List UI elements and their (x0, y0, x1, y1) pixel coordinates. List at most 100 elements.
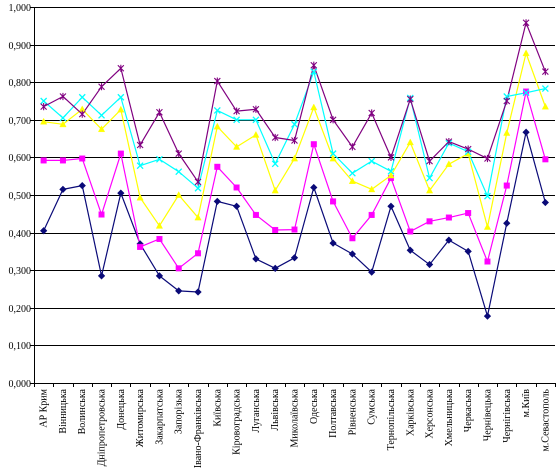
x-tick-label: Рівненська (347, 388, 358, 435)
data-point-marker (348, 250, 357, 258)
x-tick-label: АР Крим (39, 388, 50, 427)
data-point-marker (194, 184, 202, 192)
data-point-marker (329, 116, 337, 124)
y-tick-label: 0,900 (9, 41, 32, 52)
data-point-marker (387, 167, 395, 175)
data-point-marker (195, 250, 202, 257)
y-tick-label: 0,400 (9, 229, 32, 240)
data-point-marker (310, 61, 318, 69)
data-point-marker (78, 110, 86, 118)
x-tick-label: Полтавська (328, 388, 339, 437)
x-tick-label: Чернівецька (482, 388, 493, 441)
y-tick-label: 0,200 (9, 304, 32, 315)
data-point-marker (406, 138, 414, 146)
data-point-marker (59, 92, 67, 101)
data-point-marker (503, 97, 511, 105)
data-point-marker (368, 157, 376, 165)
x-tick-label: Харківська (405, 388, 416, 436)
data-point-marker (194, 178, 202, 186)
x-tick-label: Київська (212, 388, 223, 426)
data-point-marker (271, 133, 279, 142)
data-point-marker (271, 264, 279, 272)
data-point-marker (484, 192, 491, 200)
data-point-marker (175, 191, 183, 198)
data-point-marker (291, 136, 298, 145)
x-tick-label: Закарпатська (154, 388, 165, 444)
data-point-marker (522, 89, 530, 97)
data-point-marker (175, 287, 183, 295)
y-tick-label: 0,300 (9, 266, 32, 277)
data-point-marker (59, 114, 67, 122)
data-point-marker (97, 272, 106, 280)
data-point-marker (387, 153, 395, 161)
data-point-marker (329, 154, 337, 162)
data-point-marker (117, 64, 125, 72)
data-point-marker (425, 260, 434, 269)
data-point-marker (252, 105, 260, 113)
data-point-marker (523, 88, 530, 95)
data-point-marker (522, 49, 530, 57)
data-point-marker (98, 125, 106, 133)
data-point-marker (310, 183, 318, 192)
x-tick-label: Сумська (367, 388, 378, 424)
data-point-marker (40, 227, 48, 235)
y-tick-label: 0,100 (9, 341, 32, 352)
x-tick-label: Житомирська (135, 388, 146, 447)
data-point-marker (407, 228, 414, 235)
x-tick-label: Луганська (251, 388, 262, 432)
x-tick-label: м.Київ (521, 389, 532, 418)
data-point-marker (98, 111, 105, 119)
data-point-marker (465, 210, 472, 217)
x-tick-label: м.Севастополь (540, 389, 551, 452)
data-point-marker (445, 236, 453, 244)
data-point-marker (541, 68, 549, 76)
data-point-marker (522, 128, 530, 136)
data-point-marker (213, 122, 221, 130)
data-point-marker (503, 182, 510, 189)
y-tick-label: 0,000 (9, 379, 32, 390)
data-point-marker (426, 218, 433, 225)
data-point-marker (214, 163, 221, 170)
series-line-4 (43, 71, 546, 197)
data-point-marker (426, 157, 433, 165)
data-point-marker (155, 155, 163, 163)
data-point-marker (252, 116, 260, 124)
data-point-marker (233, 184, 240, 191)
data-point-marker (271, 186, 279, 194)
data-point-marker (175, 150, 183, 158)
data-point-marker (194, 288, 202, 296)
y-tick-label: 0,500 (9, 191, 32, 202)
data-point-marker (503, 129, 511, 136)
data-point-marker (40, 103, 48, 111)
y-tick-label: 0,800 (9, 78, 32, 89)
data-point-marker (464, 145, 472, 153)
data-point-marker (117, 93, 125, 101)
data-point-marker (252, 255, 260, 263)
data-point-marker (40, 157, 47, 164)
data-point-marker (445, 160, 453, 167)
data-point-marker (233, 143, 241, 150)
data-point-marker (79, 155, 86, 162)
data-point-marker (98, 83, 105, 91)
data-point-marker (484, 154, 491, 163)
data-point-marker (117, 189, 125, 197)
data-point-marker (329, 150, 337, 158)
x-tick-label: Кіровоградська (232, 388, 243, 454)
data-point-marker (78, 181, 86, 190)
x-tick-label: Запорізька (174, 388, 185, 434)
data-point-marker (233, 116, 241, 124)
data-point-marker (406, 95, 414, 103)
data-point-marker (175, 265, 182, 272)
x-tick-label: Одеська (309, 388, 320, 424)
data-point-marker (541, 85, 549, 93)
y-tick-label: 0,700 (9, 116, 32, 127)
data-point-marker (464, 247, 472, 256)
data-point-marker (271, 160, 279, 168)
data-point-marker (78, 93, 86, 101)
data-point-marker (59, 185, 67, 193)
data-point-marker (310, 68, 318, 76)
data-point-marker (155, 222, 163, 229)
data-point-marker (290, 254, 299, 262)
data-point-marker (349, 235, 356, 242)
